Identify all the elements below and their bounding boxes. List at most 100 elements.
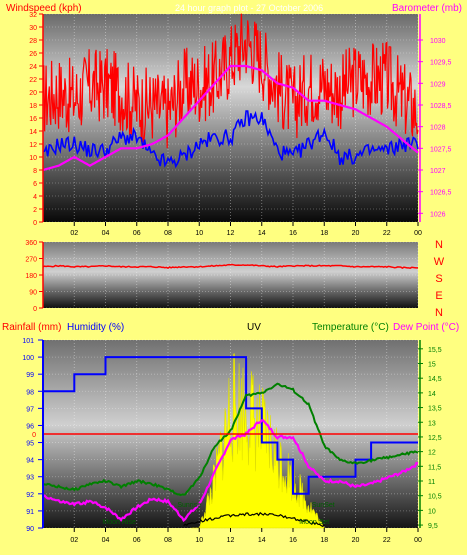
x-tick-label: 22: [383, 537, 391, 544]
direction-panel-background: [43, 242, 418, 308]
temp-y-tick-label: 14: [428, 391, 436, 398]
wind-direction-series: [42, 263, 418, 269]
x-tick-label: 00: [414, 230, 422, 237]
y-tick-label-left: 8: [33, 168, 37, 175]
temp-y-tick-label: 11,5: [428, 464, 441, 471]
y-tick-label-left: 18: [29, 103, 37, 110]
compass-label: S: [435, 273, 442, 285]
rainfall-title: Rainfall (mm): [2, 322, 61, 333]
y-tick-label-left: 2: [33, 207, 37, 214]
x-tick-label: 20: [352, 230, 360, 237]
sunrise-label: Sunrise: [177, 502, 201, 509]
x-tick-label: 14: [258, 230, 266, 237]
moon-set-label: Moon Set: [299, 519, 329, 526]
direction-y-tick-label: 270: [25, 257, 37, 264]
humidity-y-tick-label: 92: [26, 492, 34, 499]
humidity-title: Humidity (%): [67, 322, 124, 333]
x-tick-label: 02: [70, 537, 78, 544]
temp-y-tick-label: 15,5: [428, 347, 442, 354]
humidity-y-tick-label: 93: [26, 475, 34, 482]
temp-y-tick-label: 11: [428, 479, 435, 486]
y-tick-label-left: 4: [33, 194, 37, 201]
compass-label: W: [434, 256, 445, 268]
x-tick-label: 10: [195, 537, 203, 544]
x-tick-label: 22: [383, 230, 391, 237]
x-tick-label: 02: [70, 230, 78, 237]
y-tick-label-left: 20: [29, 90, 37, 97]
temperature-title: Temperature (°C): [312, 322, 389, 333]
y-tick-label-right: 1030: [430, 38, 446, 45]
humidity-y-tick-label: 101: [22, 338, 34, 345]
uv-title: UV: [247, 322, 261, 333]
y-tick-label-right: 1026: [430, 211, 446, 218]
compass-label: E: [435, 290, 442, 302]
humidity-series: [43, 356, 418, 495]
temp-y-tick-label: 12,5: [428, 435, 442, 442]
humidity-y-tick-label: 98: [26, 389, 34, 396]
y-tick-label-right: 1029,5: [430, 60, 452, 67]
barometer-series: [42, 64, 419, 172]
y-tick-label-left: 32: [29, 12, 37, 19]
humidity-y-tick-label: 91: [26, 509, 34, 516]
y-tick-label-left: 0: [33, 220, 37, 227]
x-tick-label: 08: [164, 537, 172, 544]
y-tick-label-left: 12: [29, 142, 37, 149]
y-tick-label-right: 1029: [430, 81, 446, 88]
barometer-title: Barometer (mb): [392, 3, 462, 14]
x-tick-label: 10: [195, 230, 203, 237]
sunset-label: SunSet: [312, 502, 335, 509]
temp-y-tick-label: 13: [428, 420, 436, 427]
y-tick-label-left: 10: [29, 155, 37, 162]
y-tick-label-right: 1028,5: [430, 103, 452, 110]
dewpoint-series: [42, 419, 419, 523]
humidity-y-tick-label: 100: [22, 355, 34, 362]
y-tick-label-right: 1028: [430, 125, 446, 132]
x-tick-label: 04: [102, 537, 110, 544]
solar-series: [183, 511, 325, 528]
temp-y-tick-label: 10: [428, 508, 436, 515]
y-tick-label-left: 24: [29, 64, 37, 71]
humidity-y-tick-label: 95: [26, 441, 34, 448]
temp-y-tick-label: 12: [428, 450, 436, 457]
chart-title: 24 hour graph plot - 27 October 2006: [175, 3, 323, 13]
humidity-y-tick-label: 94: [26, 458, 34, 465]
humidity-y-tick-label: 90: [26, 526, 34, 533]
y-tick-label-right: 1027: [430, 168, 446, 175]
y-tick-label-left: 30: [29, 25, 37, 32]
x-tick-label: 06: [133, 537, 141, 544]
humidity-y-tick-label: 96: [26, 423, 34, 430]
x-tick-label: 16: [289, 537, 297, 544]
x-tick-label: 12: [227, 230, 235, 237]
x-tick-label: 00: [414, 537, 422, 544]
x-tick-label: 18: [320, 537, 328, 544]
wind-gust-series: [42, 13, 419, 149]
temp-y-tick-label: 9,5: [428, 523, 438, 530]
dewpoint-title: Dew Point (°C): [393, 322, 459, 333]
y-tick-label-left: 6: [33, 181, 37, 188]
y-tick-label-left: 14: [29, 129, 37, 136]
y-tick-label-left: 26: [29, 51, 37, 58]
x-tick-label: 06: [133, 230, 141, 237]
humidity-y-tick-label: 99: [26, 372, 34, 379]
temp-y-tick-label: 10,5: [428, 494, 442, 501]
y-tick-label-right: 1026,5: [430, 190, 452, 197]
moon-rise-label: Moon Rise: [102, 519, 136, 526]
direction-y-tick-label: 180: [25, 273, 37, 280]
uv-series: [191, 353, 325, 529]
humidity-y-tick-label: 97: [26, 406, 34, 413]
temp-y-tick-label: 14,5: [428, 376, 442, 383]
y-tick-label-left: 16: [29, 116, 37, 123]
direction-y-tick-label: 0: [33, 306, 37, 313]
y-tick-label-right: 1027,5: [430, 146, 452, 153]
x-tick-label: 12: [227, 537, 235, 544]
x-tick-label: 18: [320, 230, 328, 237]
temp-y-tick-label: 15: [428, 362, 436, 369]
windspeed-title: Windspeed (kph): [6, 3, 82, 14]
x-tick-label: 04: [102, 230, 110, 237]
y-tick-label-left: 22: [29, 77, 37, 84]
temperature-series: [42, 382, 419, 497]
y-tick-label-left: 28: [29, 38, 37, 45]
direction-y-tick-label: 90: [29, 290, 37, 297]
rainfall-zero-label: 0: [32, 432, 36, 439]
